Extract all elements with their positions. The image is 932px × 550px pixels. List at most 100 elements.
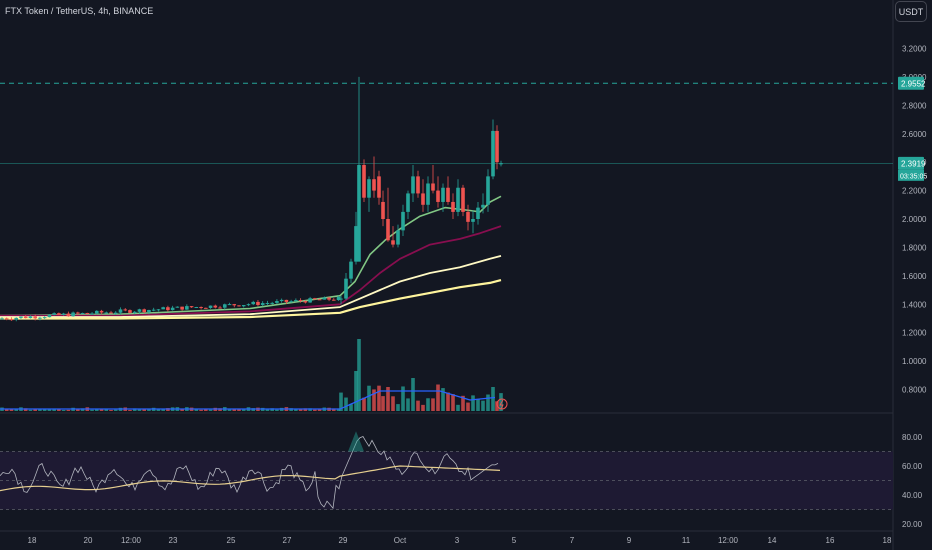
candle[interactable] xyxy=(367,176,371,212)
candle[interactable] xyxy=(327,297,331,302)
candle[interactable] xyxy=(237,305,241,307)
candle[interactable] xyxy=(180,306,184,311)
candle[interactable] xyxy=(317,298,322,301)
candle[interactable] xyxy=(38,316,42,321)
candle[interactable] xyxy=(128,309,132,314)
candle[interactable] xyxy=(349,258,353,283)
candle[interactable] xyxy=(265,300,270,305)
candle[interactable] xyxy=(104,311,109,314)
candle[interactable] xyxy=(113,311,118,315)
candle[interactable] xyxy=(246,303,251,307)
candle[interactable] xyxy=(372,156,376,198)
candle[interactable] xyxy=(161,306,165,310)
candle[interactable] xyxy=(66,311,71,317)
candle[interactable] xyxy=(289,299,293,303)
candle[interactable] xyxy=(71,311,75,317)
candle[interactable] xyxy=(251,300,256,306)
candle[interactable] xyxy=(208,305,213,309)
candle[interactable] xyxy=(313,297,317,300)
candle[interactable] xyxy=(431,165,435,194)
candle[interactable] xyxy=(294,298,298,303)
candle[interactable] xyxy=(166,305,170,312)
candle[interactable] xyxy=(227,302,232,306)
candle[interactable] xyxy=(147,309,151,315)
candle[interactable] xyxy=(156,309,161,312)
candle[interactable] xyxy=(284,299,289,305)
candle[interactable] xyxy=(495,125,499,170)
candle[interactable] xyxy=(47,314,52,318)
candle[interactable] xyxy=(275,299,279,305)
candle[interactable] xyxy=(213,304,218,309)
candle[interactable] xyxy=(336,295,341,301)
candle[interactable] xyxy=(461,184,465,217)
candle[interactable] xyxy=(466,204,470,231)
candle[interactable] xyxy=(396,224,400,248)
candle[interactable] xyxy=(456,179,460,217)
candle[interactable] xyxy=(23,315,28,319)
candle[interactable] xyxy=(279,298,284,303)
candle[interactable] xyxy=(132,310,137,315)
candle[interactable] xyxy=(118,307,123,315)
candle[interactable] xyxy=(357,76,361,262)
candle[interactable] xyxy=(303,300,308,304)
candle[interactable] xyxy=(308,296,312,303)
candle[interactable] xyxy=(260,301,265,307)
candle[interactable] xyxy=(61,312,66,316)
candle[interactable] xyxy=(401,204,405,237)
candle[interactable] xyxy=(481,193,485,214)
candle[interactable] xyxy=(344,272,348,300)
candle[interactable] xyxy=(486,169,490,212)
currency-button[interactable]: USDT xyxy=(895,1,927,22)
candle[interactable] xyxy=(426,176,430,212)
candle[interactable] xyxy=(256,299,260,307)
candle[interactable] xyxy=(377,170,381,205)
candle[interactable] xyxy=(42,316,47,319)
candle[interactable] xyxy=(354,211,358,265)
candle[interactable] xyxy=(28,315,33,319)
candle[interactable] xyxy=(222,303,227,310)
candle[interactable] xyxy=(189,306,194,308)
candle[interactable] xyxy=(241,304,246,308)
candle[interactable] xyxy=(57,312,61,316)
candle[interactable] xyxy=(362,159,366,202)
candle[interactable] xyxy=(170,305,175,311)
candle[interactable] xyxy=(19,316,23,319)
candle[interactable] xyxy=(322,296,327,300)
candle[interactable] xyxy=(137,308,142,314)
candle[interactable] xyxy=(218,305,222,309)
candle[interactable] xyxy=(9,317,14,321)
candle[interactable] xyxy=(332,298,336,301)
candle[interactable] xyxy=(416,170,420,198)
candle[interactable] xyxy=(52,312,56,316)
candle[interactable] xyxy=(491,119,495,180)
candle[interactable] xyxy=(446,176,450,205)
candle[interactable] xyxy=(14,317,19,322)
candle[interactable] xyxy=(232,303,237,308)
candle[interactable] xyxy=(185,304,189,310)
candle[interactable] xyxy=(123,308,128,312)
candle[interactable] xyxy=(99,309,104,315)
candle[interactable] xyxy=(381,190,385,227)
candle[interactable] xyxy=(386,187,390,242)
candle[interactable] xyxy=(175,306,180,308)
candle[interactable] xyxy=(441,183,445,212)
candle[interactable] xyxy=(76,311,80,316)
candle[interactable] xyxy=(199,306,203,310)
candle[interactable] xyxy=(4,317,9,321)
candle[interactable] xyxy=(471,210,475,234)
candle[interactable] xyxy=(142,308,146,314)
candle[interactable] xyxy=(476,201,480,225)
candle[interactable] xyxy=(339,295,343,305)
candle[interactable] xyxy=(391,226,395,248)
candle[interactable] xyxy=(109,310,113,314)
candle[interactable] xyxy=(151,307,156,312)
candle[interactable] xyxy=(90,311,94,315)
candle[interactable] xyxy=(298,298,303,303)
candle[interactable] xyxy=(451,193,455,219)
candle[interactable] xyxy=(85,312,90,314)
candle[interactable] xyxy=(33,314,37,321)
candle[interactable] xyxy=(270,301,274,305)
candle[interactable] xyxy=(499,160,503,167)
candle[interactable] xyxy=(411,165,415,202)
